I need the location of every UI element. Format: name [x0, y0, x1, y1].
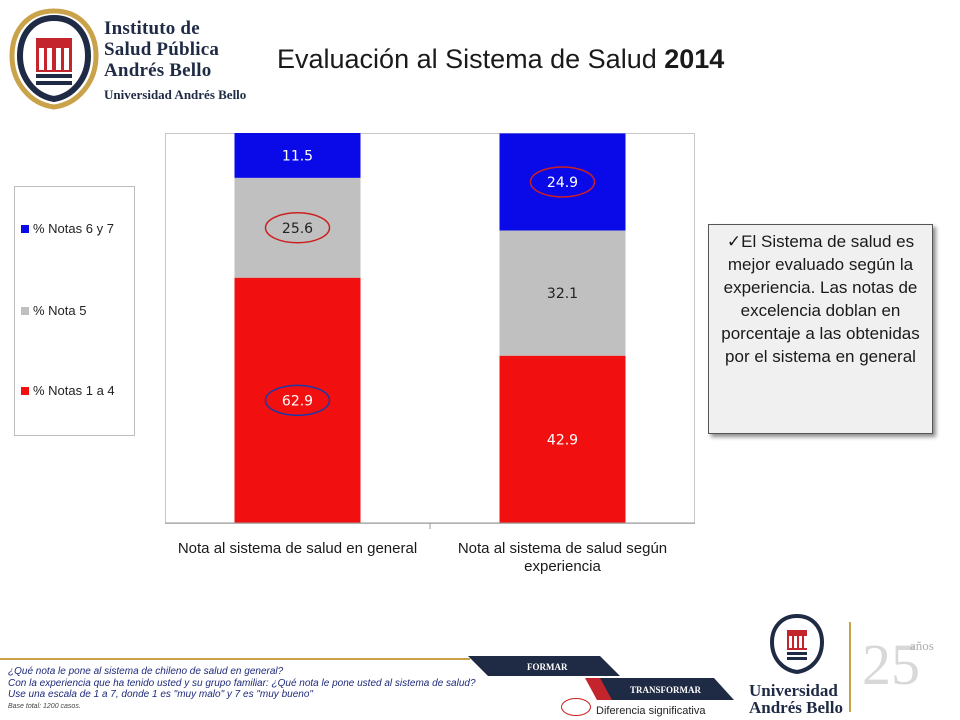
- university-emblem-icon: 25 años: [769, 613, 934, 712]
- survey-question-notes: ¿Qué nota le pone al sistema de chileno …: [8, 666, 476, 710]
- data-label: 62.9: [282, 393, 313, 409]
- bar-segment: [499, 355, 626, 523]
- anniversary-25-mark: 25: [862, 632, 920, 697]
- university-name: Universidad Andrés Bello: [749, 681, 843, 717]
- bar-segment: [234, 177, 361, 278]
- significance-oval: [264, 212, 331, 244]
- data-label: 42.9: [547, 432, 578, 448]
- bar-segment: [234, 133, 361, 178]
- data-label: 11.5: [282, 148, 313, 164]
- institute-name: Instituto de Salud Pública Andrés Bello: [104, 18, 220, 81]
- callout-text: ✓El Sistema de salud es mejor evaluado s…: [721, 232, 920, 366]
- data-label: 32.1: [547, 286, 578, 302]
- legend-swatch: [21, 307, 29, 315]
- formar-tag-label: FORMAR: [527, 662, 568, 672]
- stacked-bar-chart: 62.9 25.6 11.5 Nota al sistema de salud en …: [165, 133, 695, 575]
- chart-legend: % Notas 6 y 7 % Nota 5 % Notas 1 a 4: [14, 186, 135, 436]
- significance-oval-icon: [561, 698, 591, 716]
- category-label: Nota al sistema de salud según: [458, 540, 667, 557]
- page-title: Evaluación al Sistema de Salud 2014: [277, 44, 725, 74]
- university-logo: 25 años Universidad Andrés Bello: [738, 612, 960, 720]
- anniversary-anos-label: años: [910, 638, 934, 653]
- category-label: Nota al sistema de salud en general: [178, 540, 417, 557]
- bar-segment: [234, 277, 361, 523]
- significance-oval: [264, 384, 331, 417]
- category-label: experiencia: [524, 558, 601, 575]
- footer-banner: FORMAR TRANSFORMAR: [0, 656, 734, 700]
- bar-segment: [499, 230, 626, 356]
- transformar-tag-shape: [592, 678, 734, 700]
- data-label: 25.6: [282, 221, 313, 237]
- legend-swatch: [21, 225, 29, 233]
- transformar-tag-label: TRANSFORMAR: [630, 685, 701, 695]
- shield-emblem-icon: [9, 8, 99, 110]
- formar-tag-shape: [468, 656, 620, 676]
- insight-callout: ✓El Sistema de salud es mejor evaluado s…: [708, 224, 933, 434]
- data-label: 24.9: [547, 175, 578, 191]
- institute-university: Universidad Andrés Bello: [104, 87, 247, 102]
- institute-logo: Instituto de Salud Pública Andrés Bello …: [8, 8, 258, 110]
- significance-oval: [529, 166, 596, 198]
- legend-item-notas-6-7: % Notas 6 y 7: [21, 221, 114, 236]
- legend-item-notas-1-4: % Notas 1 a 4: [21, 383, 115, 398]
- bar-segment: [499, 133, 626, 231]
- legend-swatch: [21, 387, 29, 395]
- legend-item-nota-5: % Nota 5: [21, 303, 86, 318]
